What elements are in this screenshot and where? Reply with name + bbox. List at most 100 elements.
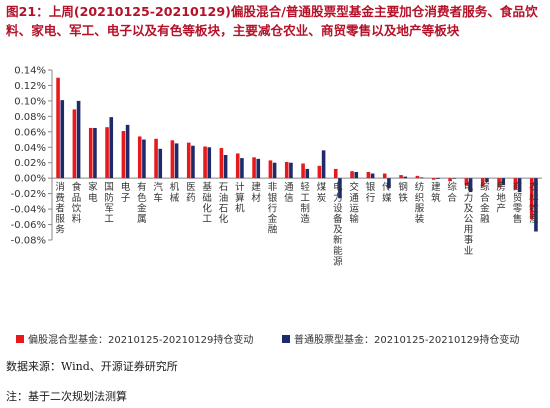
legend-label-1: 偏股混合型基金：20210125-20210129持仓变动 — [28, 333, 253, 346]
legend-swatch-2 — [282, 335, 290, 343]
x-tick-label: 传媒 — [382, 181, 392, 204]
x-tick-label: 基础化工 — [202, 181, 212, 225]
y-tick-label: 0.08% — [14, 112, 46, 123]
x-tick-label: 电子 — [121, 181, 131, 204]
chart-area: -0.08% -0.06% -0.04% -0.02% 0.00% 0.02% 0.04% 0… — [0, 64, 550, 354]
x-tick-label: 建筑 — [431, 181, 441, 204]
x-tick-label: 房地产 — [496, 181, 506, 214]
x-tick-label: 交通运输 — [349, 181, 359, 225]
bar-mixed-fund — [464, 178, 469, 186]
bar-stock-fund — [403, 176, 408, 179]
y-tick-label: 0.00% — [14, 174, 46, 185]
y-tick-label: -0.08% — [11, 236, 46, 247]
bar-mixed-fund — [497, 178, 501, 188]
bar-stock-fund — [338, 178, 342, 199]
bar-mixed-fund — [382, 173, 387, 179]
y-tick-label: 0.12% — [14, 81, 46, 92]
x-tick-label: 石油石化 — [219, 182, 229, 225]
data-source: 数据来源：Wind、开源证券研究所 — [6, 360, 178, 373]
bar-stock-fund — [354, 172, 359, 179]
legend-label-2: 普通股票型基金：20210125-20210129持仓变动 — [294, 333, 519, 346]
bar-stock-fund — [207, 147, 212, 179]
bar-stock-fund — [452, 178, 457, 179]
bar-stock-fund — [501, 178, 506, 186]
x-tick-label: 有色金属 — [137, 181, 147, 225]
x-tick-label: 非银行金融 — [268, 181, 278, 235]
bar-mixed-fund — [399, 175, 403, 179]
bar-mixed-fund — [137, 136, 142, 179]
bar-mixed-fund — [529, 178, 534, 220]
y-tick-label: 0.14% — [14, 66, 46, 77]
bar-stock-fund — [240, 158, 244, 179]
bar-mixed-fund — [252, 157, 256, 179]
bar-mixed-fund — [56, 77, 60, 179]
y-tick-label: 0.02% — [14, 158, 46, 169]
x-tick-label: 煤炭 — [317, 181, 327, 204]
bar-mixed-fund — [88, 127, 93, 179]
y-tick-label: -0.06% — [11, 220, 46, 231]
x-tick-label: 电力及公用事业 — [464, 181, 474, 257]
x-tick-label: 计算机 — [235, 181, 245, 214]
x-tick-label: 机械 — [170, 181, 180, 204]
bar-stock-fund — [387, 178, 391, 189]
y-tick-label: 0.06% — [14, 127, 46, 138]
bar-stock-fund — [109, 117, 114, 179]
x-tick-label: 商贸零售 — [513, 181, 523, 225]
bar-mixed-fund — [235, 153, 240, 179]
x-tick-label: 通信 — [284, 182, 294, 204]
bar-mixed-fund — [480, 178, 485, 187]
bar-mixed-fund — [284, 161, 289, 179]
y-tick-label: 0.10% — [14, 96, 46, 107]
bar-stock-fund — [305, 168, 310, 179]
x-tick-label: 国防军工 — [104, 182, 114, 225]
x-tick-label: 综合 — [447, 181, 457, 204]
bar-stock-fund — [93, 127, 97, 179]
bar-stock-fund — [158, 148, 163, 179]
bar-chart: -0.08% -0.06% -0.04% -0.02% 0.00% 0.02% 0.04% 0… — [11, 66, 542, 346]
bar-stock-fund — [272, 162, 277, 179]
bar-stock-fund — [76, 100, 81, 179]
bar-mixed-fund — [72, 109, 77, 179]
bar-stock-fund — [256, 158, 261, 179]
bar-mixed-fund — [121, 131, 126, 179]
bar-mixed-fund — [366, 172, 371, 179]
bar-stock-fund — [321, 150, 326, 179]
bar-mixed-fund — [333, 168, 338, 179]
bar-stock-fund — [534, 178, 538, 232]
bar-stock-fund — [125, 124, 130, 179]
bar-stock-fund — [370, 173, 375, 179]
bar-mixed-fund — [186, 142, 191, 179]
chart-title: 图21：上周(20210125-20210129)偏股混合/普通股票型基金主要加… — [6, 4, 538, 38]
y-tick-label: 0.04% — [14, 143, 46, 154]
x-tick-label: 轻工制造 — [300, 181, 310, 225]
x-tick-label: 消费者服务 — [55, 181, 65, 235]
bar-stock-fund — [60, 100, 65, 179]
bar-mixed-fund — [105, 127, 109, 179]
y-tick-label: -0.02% — [11, 189, 46, 200]
bar-stock-fund — [223, 155, 228, 179]
bar-mixed-fund — [170, 140, 175, 179]
bar-mixed-fund — [317, 165, 322, 179]
bar-mixed-fund — [431, 178, 436, 180]
x-tick-label: 综合金融 — [480, 181, 490, 225]
bar-stock-fund — [419, 177, 424, 179]
bar-stock-fund — [191, 145, 195, 179]
x-tick-label: 建材 — [251, 181, 261, 204]
x-tick-label: 汽车 — [153, 181, 163, 204]
bar-stock-fund — [485, 178, 489, 183]
bar-stock-fund — [436, 178, 440, 179]
bar-mixed-fund — [513, 178, 518, 190]
bar-mixed-fund — [203, 146, 207, 179]
bar-mixed-fund — [301, 163, 305, 179]
x-tick-label: 家电 — [88, 181, 98, 204]
bar-mixed-fund — [268, 160, 273, 179]
x-tick-label: 食品饮料 — [72, 181, 82, 225]
footnote: 注：基于二次规划法测算 — [6, 390, 127, 403]
bar-mixed-fund — [154, 138, 158, 179]
x-tick-label: 医药 — [186, 182, 196, 204]
legend-swatch-1 — [16, 335, 24, 343]
bar-stock-fund — [142, 139, 146, 179]
x-tick-label: 银行 — [366, 181, 376, 204]
bar-mixed-fund — [219, 148, 224, 179]
bar-mixed-fund — [448, 178, 452, 182]
